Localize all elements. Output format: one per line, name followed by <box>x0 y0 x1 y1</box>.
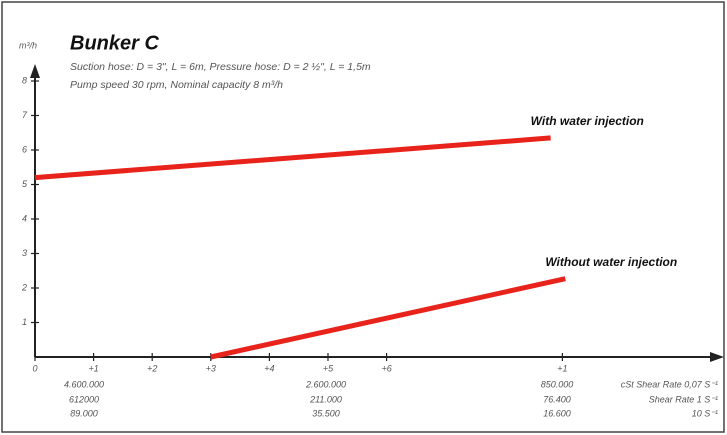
x-table-cell: 2.600.000 <box>305 379 346 389</box>
x-table-cell: 76.400 <box>543 394 571 404</box>
x-tick-label: +6 <box>381 363 391 373</box>
x-arrow <box>710 352 724 362</box>
legend-label: Without water injection <box>545 255 677 269</box>
y-tick-label: 7 <box>22 110 28 120</box>
x-table-row-label: Shear Rate 1 S⁻¹ <box>649 394 718 404</box>
y-tick-label: 4 <box>22 213 27 223</box>
x-table-cell: 850.000 <box>541 379 574 389</box>
series-line <box>210 276 566 360</box>
y-arrow <box>30 64 40 78</box>
y-tick-label: 5 <box>22 179 28 189</box>
y-tick-label: 8 <box>22 75 27 85</box>
x-tick-label: +3 <box>206 363 216 373</box>
x-table-cell: 16.600 <box>543 408 571 418</box>
subtitle: Suction hose: D = 3", L = 6m, Pressure h… <box>70 61 371 73</box>
legend-label: With water injection <box>531 114 644 128</box>
x-table-row-label: cSt Shear Rate 0,07 S⁻¹ <box>621 379 718 389</box>
x-table-cell: 35.500 <box>312 408 340 418</box>
y-tick-label: 2 <box>21 282 27 292</box>
y-axis-label: m³/h <box>19 40 37 50</box>
x-table-cell: 612000 <box>69 394 99 404</box>
y-tick-label: 3 <box>22 248 27 258</box>
x-table-cell: 89.000 <box>70 408 98 418</box>
y-tick-label: 6 <box>22 144 27 154</box>
chart-title: Bunker C <box>70 32 159 54</box>
x-table-cell: 4.600.000 <box>64 379 104 389</box>
x-tick-label: +5 <box>323 363 334 373</box>
series-line <box>34 135 551 181</box>
x-table-cell: 211.000 <box>309 394 342 404</box>
x-tick-label: 0 <box>32 363 37 373</box>
x-table-row-label: 10 S⁻¹ <box>692 408 718 418</box>
x-tick-label: +1 <box>557 363 567 373</box>
x-tick-label: +2 <box>147 363 157 373</box>
x-tick-label: +1 <box>88 363 98 373</box>
subtitle: Pump speed 30 rpm, Nominal capacity 8 m³… <box>70 79 283 91</box>
y-tick-label: 1 <box>22 317 27 327</box>
x-tick-label: +4 <box>264 363 274 373</box>
